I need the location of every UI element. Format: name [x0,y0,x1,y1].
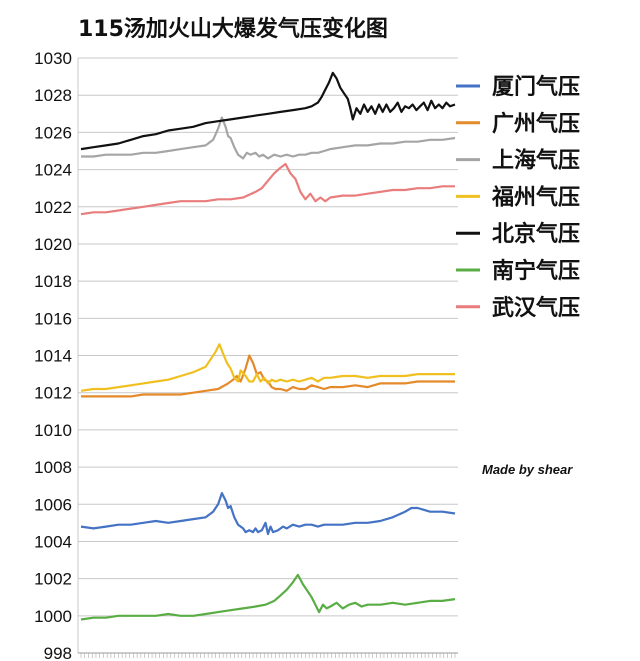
series-line [80,71,456,151]
y-tick-label: 1024 [34,161,72,180]
legend-label: 武汉气压 [492,295,580,321]
y-tick-label: 1004 [34,532,72,551]
y-tick-label: 1022 [34,198,72,217]
y-tick-label: 1006 [34,495,72,514]
legend-label: 上海气压 [492,148,580,174]
y-tick-label: 1016 [34,309,72,328]
series-line [80,343,455,392]
y-tick-label: 1002 [34,570,72,589]
y-tick-label: 1028 [34,86,72,105]
y-tick-label: 998 [44,644,72,661]
y-tick-label: 1020 [34,235,72,254]
legend-label: 北京气压 [492,221,580,247]
legend-label: 厦门气压 [492,74,580,100]
y-tick-label: 1026 [34,123,72,142]
chart-note: Made by shear [482,462,573,477]
series-lines [80,71,456,621]
y-tick-label: 1008 [34,458,72,477]
legend-label: 广州气压 [492,111,580,137]
legend-label: 福州气压 [491,184,580,210]
y-axis-tick-labels: 998 1000 1002 1004 1006 1008 1010 1012 1014 1016 1… [34,49,72,661]
series-line [81,116,456,160]
legend-label: 南宁气压 [492,258,580,284]
y-tick-label: 1014 [34,347,72,366]
gridlines [77,57,458,654]
series-line [80,492,456,536]
y-tick-label: 1012 [34,384,72,403]
y-tick-label: 1000 [34,607,72,626]
y-tick-label: 1018 [34,272,72,291]
chart-title: 115汤加火山大爆发气压变化图 [78,16,388,42]
series-line [80,162,455,216]
y-tick-label: 1010 [34,421,72,440]
series-line [80,573,456,621]
x-axis-ticks [78,652,458,658]
y-tick-label: 1030 [34,49,72,68]
